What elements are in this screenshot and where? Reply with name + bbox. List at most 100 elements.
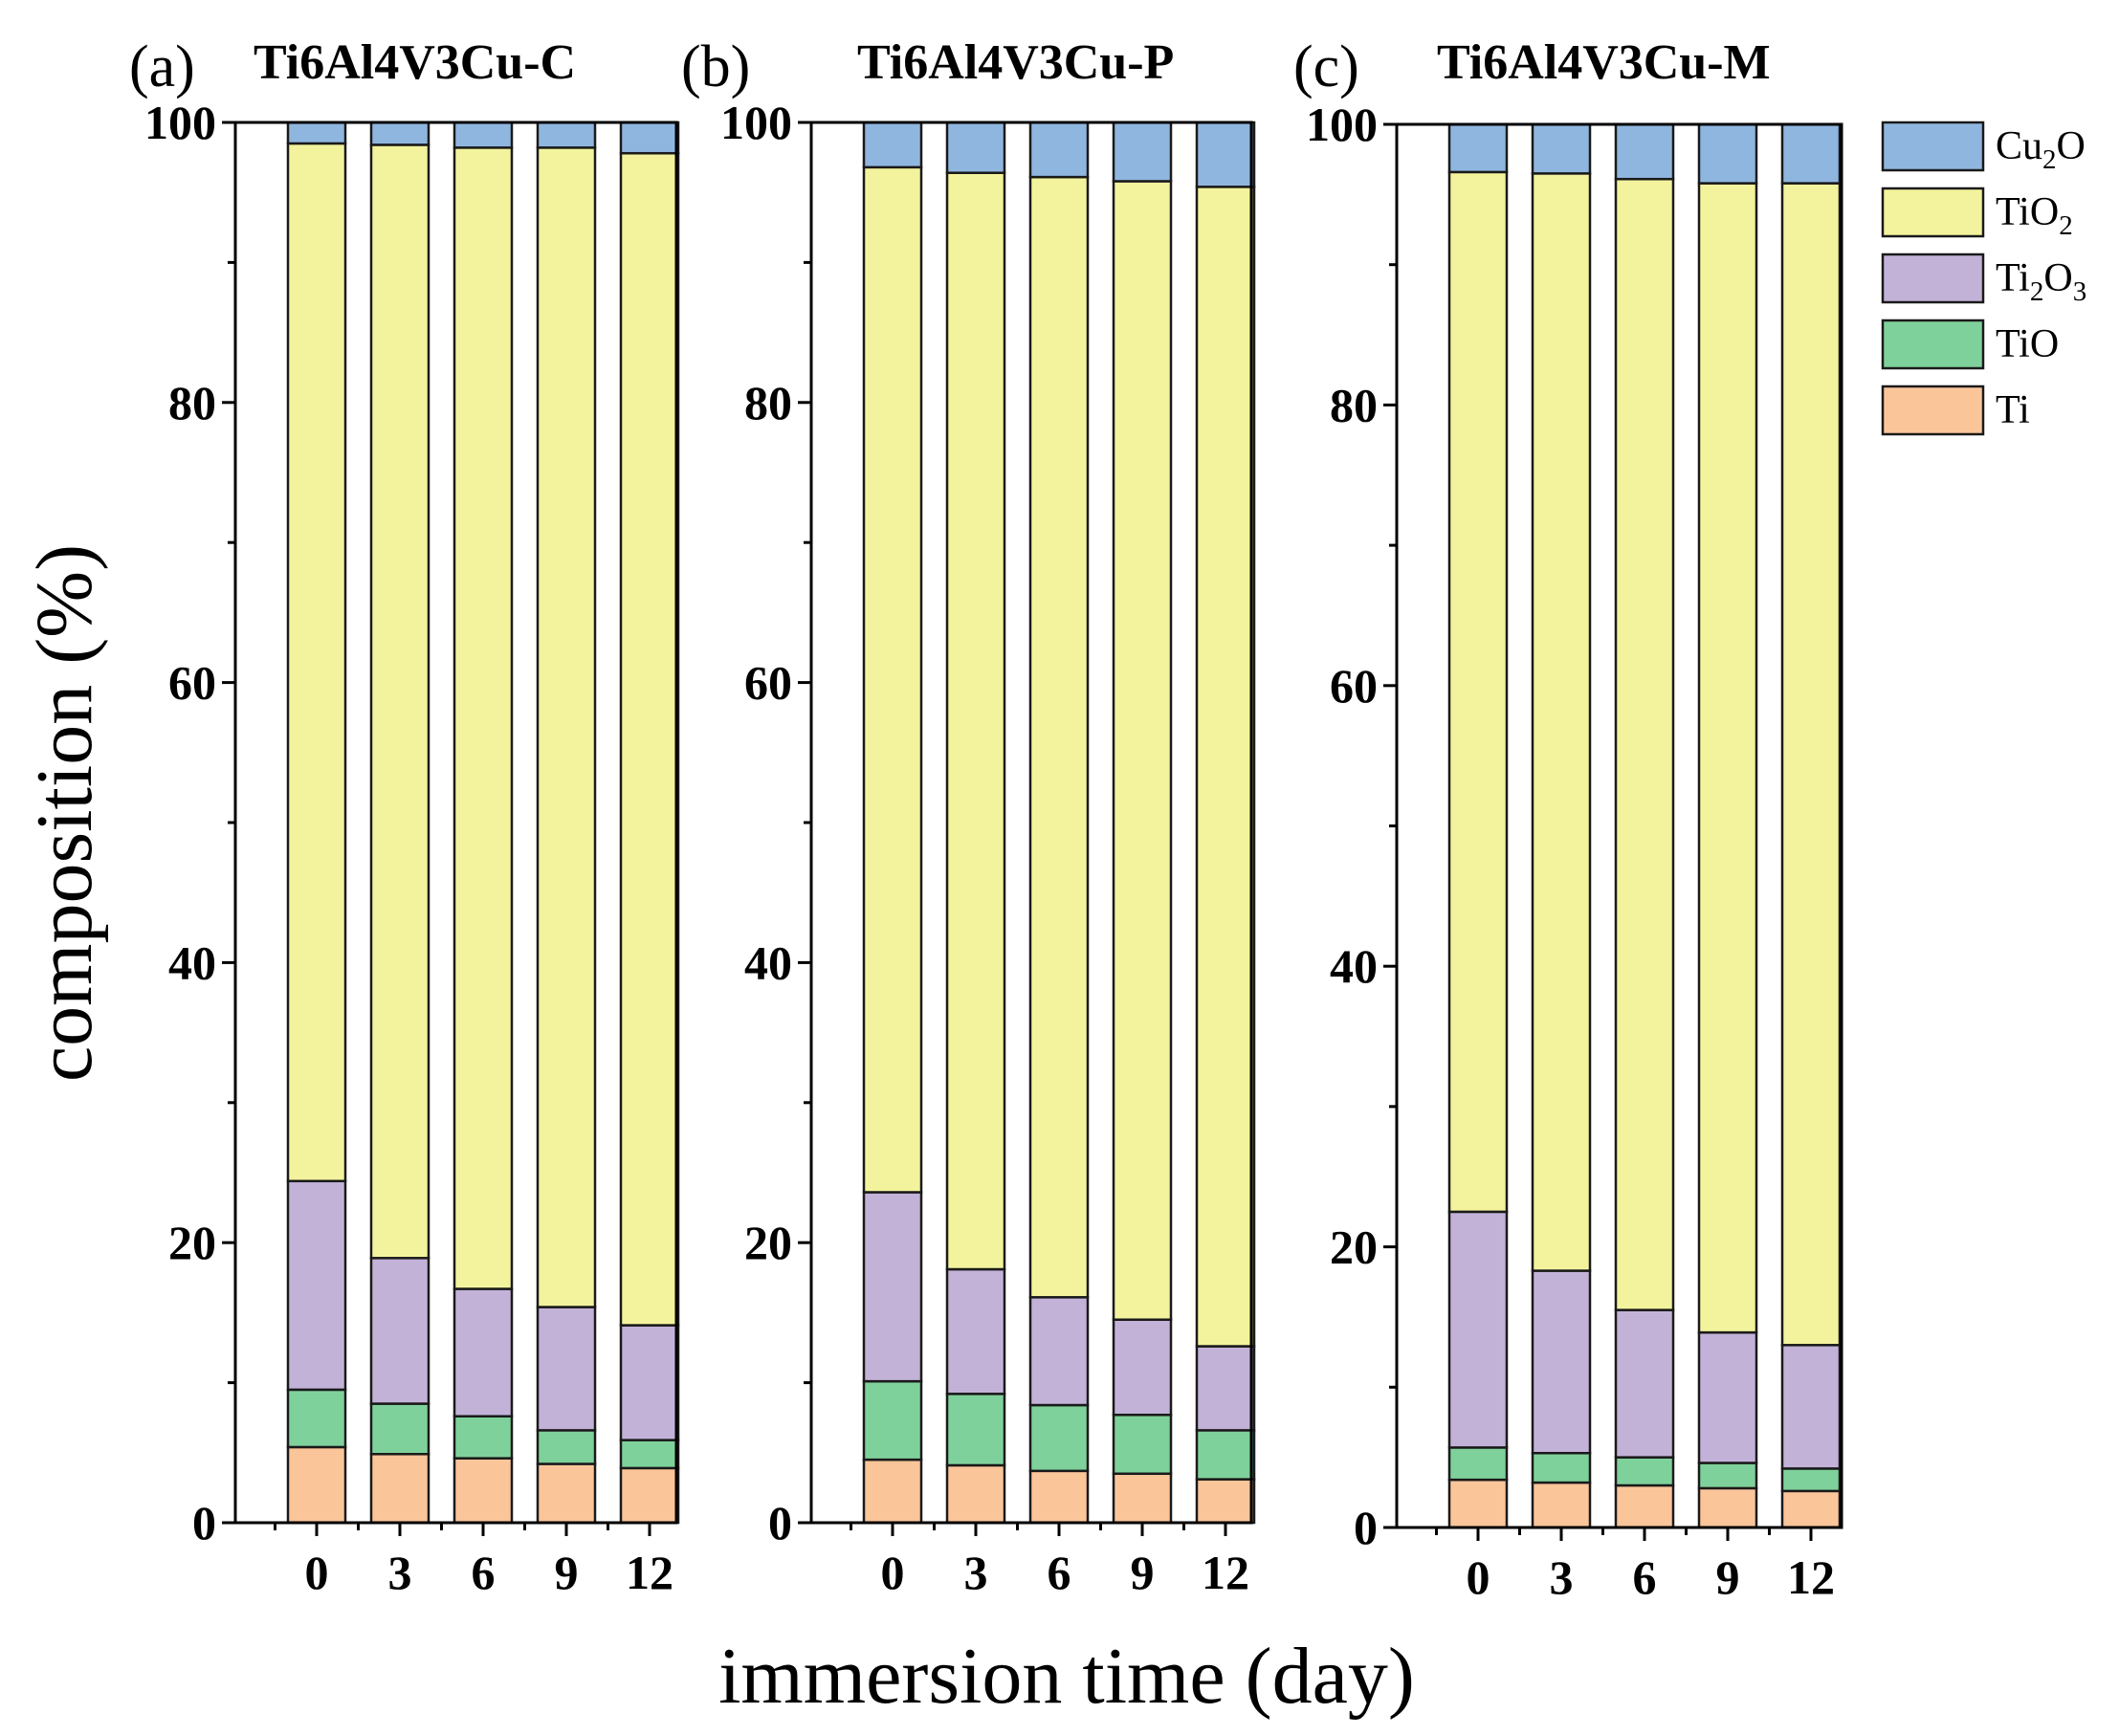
panel-tag: (c) [1293, 34, 1359, 99]
bar-segment-cu2o-day-6 [1614, 122, 1675, 181]
bar-segment-tio2-day-0 [1447, 170, 1509, 1214]
bar-segment-cu2o-day-9 [536, 121, 597, 149]
bar-segment-ti2o3-day-6 [452, 1287, 514, 1417]
x-tick-label: 9 [1716, 1550, 1740, 1604]
panel-3: 0 20 40 60 80 100 0 3 6 9 12 (c) Ti6Al4V3Cu-M [1293, 34, 1843, 1604]
bar-segment-ti-day-3 [1531, 1481, 1592, 1529]
y-tick-label: 0 [192, 1496, 216, 1549]
y-tick-label: 40 [1330, 939, 1378, 993]
legend-swatch [1881, 253, 1985, 304]
y-tick-label: 40 [744, 935, 792, 989]
bar-segment-ti2o3-day-3 [369, 1257, 430, 1405]
legend-item-ti2o3: Ti2O3 [1881, 253, 2086, 307]
x-tick-label: 6 [1048, 1546, 1071, 1599]
y-tick-label: 80 [1330, 378, 1378, 431]
bar-segment-ti-day-12 [619, 1466, 680, 1525]
bar-segment-ti-day-12 [1195, 1478, 1256, 1525]
legend-swatch [1881, 187, 1985, 238]
bar-segment-cu2o-day-12 [1780, 122, 1842, 185]
legend-swatch [1881, 319, 1985, 370]
panel-1: 0 20 40 60 80 100 0 3 6 9 12 (a) Ti6Al4V3Cu-C [129, 34, 680, 1599]
x-tick-label: 0 [1467, 1550, 1490, 1604]
bar-segment-tio-day-9 [1112, 1414, 1173, 1476]
bar-segment-cu2o-day-6 [1028, 121, 1090, 179]
bar-segment-ti-day-9 [1112, 1472, 1173, 1525]
legend-swatch [1881, 121, 1985, 172]
x-axis-title: immersion time (day) [718, 1632, 1415, 1721]
bar-segment-ti-day-9 [1697, 1486, 1758, 1529]
panel-tag: (a) [129, 34, 195, 99]
bar-segment-cu2o-day-3 [1531, 122, 1592, 175]
bar-segment-tio2-day-0 [286, 142, 347, 1183]
legend-label: Cu2O [1996, 124, 2086, 175]
x-tick-label: 12 [1202, 1546, 1249, 1599]
bar-segment-tio2-day-3 [945, 171, 1006, 1271]
legend-item-cu2o: Cu2O [1881, 121, 2086, 175]
bar-segment-cu2o-day-3 [945, 121, 1006, 174]
y-tick-label: 80 [168, 376, 216, 429]
x-tick-label: 0 [881, 1546, 905, 1599]
bar-segment-tio2-day-12 [619, 151, 680, 1327]
bar-segment-ti-day-0 [1447, 1478, 1509, 1529]
bar-segment-tio2-day-12 [1195, 186, 1256, 1348]
y-tick-label: 0 [1354, 1501, 1378, 1554]
bar-segment-tio-day-3 [1531, 1451, 1592, 1484]
bar-segment-ti2o3-day-12 [1195, 1345, 1256, 1432]
bar-segment-tio-day-12 [1780, 1467, 1842, 1493]
bar-segment-ti-day-9 [536, 1462, 597, 1525]
legend-item-tio: TiO [1881, 319, 2059, 370]
y-tick-label: 60 [168, 656, 216, 710]
bar-segment-tio-day-0 [1447, 1446, 1509, 1482]
bar-segment-ti-day-12 [1780, 1489, 1842, 1529]
x-tick-label: 3 [388, 1546, 412, 1599]
bar-segment-tio-day-12 [619, 1439, 680, 1470]
y-tick-label: 40 [168, 935, 216, 989]
legend-label: Ti [1996, 388, 2030, 432]
bar-segment-tio2-day-3 [369, 143, 430, 1260]
bar-segment-cu2o-day-12 [1195, 121, 1256, 188]
bar-segment-tio2-day-3 [1531, 172, 1592, 1272]
y-tick-label: 20 [168, 1216, 216, 1269]
bar-segment-ti2o3-day-12 [619, 1324, 680, 1441]
y-tick-label: 20 [1330, 1220, 1378, 1274]
bar-segment-ti2o3-day-0 [862, 1191, 923, 1383]
x-tick-label: 3 [1550, 1550, 1574, 1604]
bar-segment-ti-day-0 [862, 1458, 923, 1525]
bar-segment-cu2o-day-3 [369, 121, 430, 146]
bar-segment-cu2o-day-9 [1112, 121, 1173, 183]
bar-segment-tio2-day-6 [452, 146, 514, 1290]
bar-segment-ti2o3-day-6 [1614, 1308, 1675, 1459]
y-tick-label: 60 [744, 656, 792, 710]
bar-segment-ti2o3-day-9 [1697, 1330, 1758, 1464]
y-tick-label: 80 [744, 376, 792, 429]
y-tick-label: 0 [768, 1496, 792, 1549]
bar-segment-ti-day-3 [369, 1453, 430, 1525]
bar-segment-ti-day-0 [286, 1445, 347, 1525]
bar-segment-ti-day-6 [452, 1457, 514, 1525]
panel-title: Ti6Al4V3Cu-M [1437, 35, 1771, 90]
y-tick-label: 100 [144, 96, 216, 149]
bar-segment-tio2-day-12 [1780, 182, 1842, 1347]
bar-segment-ti2o3-day-9 [1112, 1318, 1173, 1417]
legend-label: TiO [1996, 322, 2059, 366]
bar-segment-tio-day-12 [1195, 1429, 1256, 1481]
bar-segment-ti2o3-day-12 [1780, 1344, 1842, 1470]
y-tick-label: 60 [1330, 659, 1378, 713]
x-tick-label: 9 [555, 1546, 579, 1599]
x-tick-label: 12 [626, 1546, 673, 1599]
bar-segment-tio-day-3 [369, 1402, 430, 1456]
x-tick-label: 0 [305, 1546, 329, 1599]
x-tick-label: 9 [1131, 1546, 1155, 1599]
bar-segment-tio2-day-6 [1028, 175, 1090, 1299]
x-tick-label: 6 [1633, 1550, 1657, 1604]
bar-segment-tio-day-6 [452, 1415, 514, 1460]
bar-segment-cu2o-day-12 [619, 121, 680, 155]
bar-segment-tio2-day-9 [536, 146, 597, 1308]
bar-segment-tio2-day-6 [1614, 177, 1675, 1311]
bar-segment-tio-day-6 [1028, 1403, 1090, 1473]
legend-label: TiO2 [1996, 190, 2073, 241]
y-tick-label: 100 [1306, 98, 1378, 151]
panel-tag: (b) [681, 34, 750, 99]
